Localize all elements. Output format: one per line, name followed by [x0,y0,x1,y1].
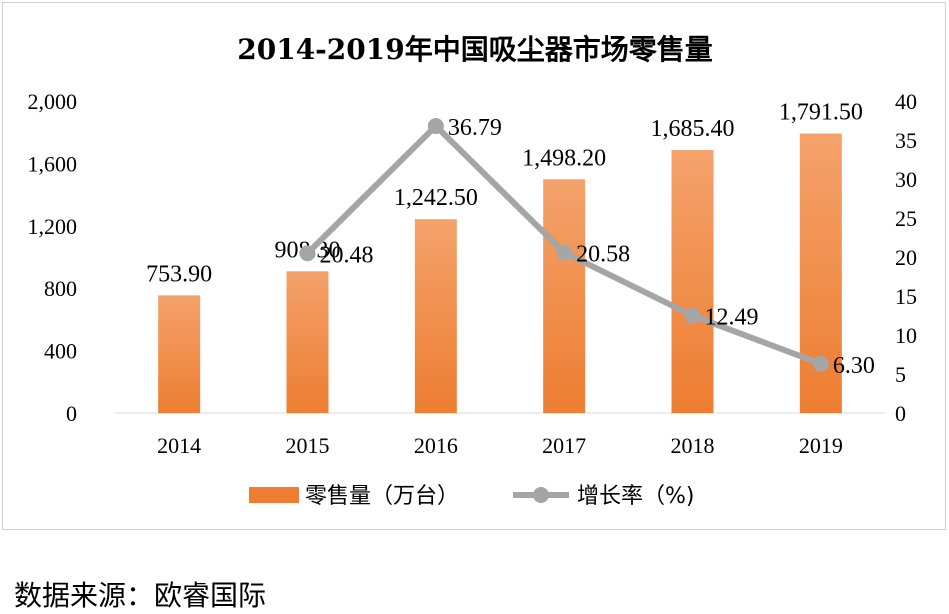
line-data-label: 36.79 [448,115,502,141]
bar-data-label: 1,498.20 [522,145,606,171]
line-data-label: 20.58 [576,241,630,267]
growth-point-2015 [299,245,316,262]
x-tick-label: 2019 [799,433,843,458]
bar-2018 [671,150,714,413]
line-data-label: 20.48 [320,242,374,268]
legend-line-label: 增长率（%) [577,484,695,509]
bar-data-label: 753.90 [146,261,212,287]
legend-bar-label: 零售量（万台） [305,484,459,509]
growth-point-2018 [684,307,701,324]
x-tick-label: 2016 [414,433,458,458]
line-series: 20.48 36.79 20.58 12.49 6.30 [299,115,875,379]
x-tick-label: 2014 [157,433,201,458]
legend-line-marker [533,487,549,503]
x-tick-label: 2018 [671,433,715,458]
left-tick-label: 1,200 [28,214,78,239]
x-tick-label: 2017 [542,433,586,458]
left-tick-label: 800 [44,276,77,301]
left-tick-label: 2,000 [28,89,78,114]
right-tick-label: 35 [895,128,917,153]
chart-frame: 2014-2019年中国吸尘器市场零售量 0 400 800 1,200 1,600 2,… [2,2,946,530]
bar-series: 753.90908.301,242.501,498.201,685.401,79… [146,100,863,413]
chart: 2014-2019年中国吸尘器市场零售量 04008001,2001,6002,… [28,33,918,509]
chart-title: 2014-2019年中国吸尘器市场零售量 [237,33,712,66]
bar-2016 [414,219,457,413]
right-tick-label: 20 [895,245,917,270]
bar-2017 [543,179,586,413]
left-axis: 0 400 800 1,200 1,600 2,000 [28,89,78,426]
x-tick-label: 2015 [286,433,330,458]
x-axis: 2014 2015 2016 2017 2018 2019 [115,412,885,458]
growth-point-2017 [556,244,573,261]
bar-2014 [158,295,201,413]
line-data-label: 12.49 [705,305,759,331]
right-tick-label: 40 [895,89,917,114]
bar-2015 [286,271,329,413]
right-tick-label: 0 [895,401,906,426]
growth-point-2016 [427,118,444,135]
bar-data-label: 1,685.40 [651,116,735,142]
left-tick-label: 400 [44,339,77,364]
right-tick-label: 10 [895,323,917,348]
left-tick-label: 0 [66,401,77,426]
right-tick-label: 30 [895,167,917,192]
line-data-label: 6.30 [833,353,875,379]
right-tick-label: 15 [895,284,917,309]
right-axis: 0 5 10 15 20 25 30 35 40 [895,89,917,426]
right-tick-label: 5 [895,362,906,387]
source-note: 数据来源：欧睿国际 [14,579,267,612]
legend-bar-swatch [249,487,299,503]
left-tick-label: 1,600 [28,151,78,176]
legend: 零售量（万台） 增长率（%) [249,484,695,509]
right-tick-label: 25 [895,206,917,231]
bar-data-label: 1,242.50 [394,185,478,211]
bar-data-label: 1,791.50 [779,100,863,126]
growth-point-2019 [812,355,829,372]
